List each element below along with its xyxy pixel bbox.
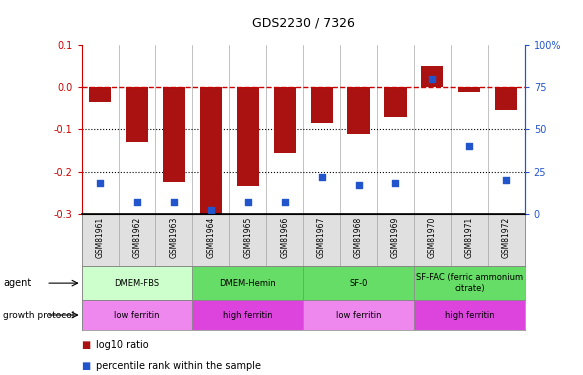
Bar (192, 300, 303, 330)
Text: low ferritin: low ferritin (336, 310, 381, 320)
Bar (458, 87, 480, 92)
Bar (273, 87, 296, 153)
Point (317, 174, 326, 180)
Bar (200, 87, 222, 216)
Text: high ferritin: high ferritin (223, 310, 273, 320)
Bar (82, 266, 192, 300)
Bar (414, 300, 525, 330)
Bar (495, 87, 517, 110)
Text: GSM81961: GSM81961 (96, 216, 104, 258)
Bar (303, 214, 340, 266)
Bar (377, 214, 414, 266)
Bar (414, 214, 451, 266)
Text: GSM81971: GSM81971 (465, 216, 474, 258)
Point (132, 199, 142, 205)
Bar (347, 87, 370, 134)
Bar (451, 214, 488, 266)
Bar (303, 300, 414, 330)
Point (243, 199, 252, 205)
Point (391, 180, 400, 186)
Bar (82, 300, 192, 330)
Bar (118, 214, 156, 266)
Bar (89, 87, 111, 102)
Bar (192, 214, 229, 266)
Text: GSM81970: GSM81970 (428, 216, 437, 258)
Bar (163, 87, 185, 182)
Text: ■: ■ (82, 361, 94, 370)
Text: log10 ratio: log10 ratio (96, 340, 149, 350)
Text: agent: agent (3, 278, 31, 288)
Text: GSM81969: GSM81969 (391, 216, 400, 258)
Text: low ferritin: low ferritin (114, 310, 160, 320)
Point (501, 177, 511, 183)
Text: GSM81962: GSM81962 (132, 216, 142, 258)
Text: GSM81972: GSM81972 (502, 216, 511, 258)
Point (428, 76, 437, 82)
Point (206, 207, 216, 213)
Bar (340, 214, 377, 266)
Point (354, 182, 363, 188)
Bar (156, 214, 192, 266)
Bar (192, 266, 303, 300)
Point (169, 199, 178, 205)
Bar (311, 87, 333, 123)
Point (280, 199, 289, 205)
Text: DMEM-Hemin: DMEM-Hemin (219, 279, 276, 288)
Text: GSM81964: GSM81964 (206, 216, 215, 258)
Text: ■: ■ (82, 340, 94, 350)
Point (96, 180, 105, 186)
Bar (229, 214, 266, 266)
Bar (237, 87, 259, 186)
Text: SF-FAC (ferric ammonium
citrate): SF-FAC (ferric ammonium citrate) (416, 273, 523, 293)
Text: SF-0: SF-0 (349, 279, 368, 288)
Bar (384, 87, 406, 117)
Bar (488, 214, 525, 266)
Text: growth protocol: growth protocol (3, 310, 74, 320)
Text: GSM81965: GSM81965 (243, 216, 252, 258)
Text: GSM81967: GSM81967 (317, 216, 326, 258)
Bar (126, 87, 148, 142)
Point (465, 143, 474, 149)
Bar (303, 266, 414, 300)
Bar (422, 66, 444, 87)
Text: percentile rank within the sample: percentile rank within the sample (96, 361, 261, 370)
Text: GSM81963: GSM81963 (170, 216, 178, 258)
Text: GDS2230 / 7326: GDS2230 / 7326 (252, 17, 354, 30)
Text: high ferritin: high ferritin (444, 310, 494, 320)
Text: GSM81966: GSM81966 (280, 216, 289, 258)
Text: DMEM-FBS: DMEM-FBS (114, 279, 160, 288)
Bar (266, 214, 303, 266)
Bar (414, 266, 525, 300)
Bar (82, 214, 118, 266)
Text: GSM81968: GSM81968 (354, 216, 363, 258)
